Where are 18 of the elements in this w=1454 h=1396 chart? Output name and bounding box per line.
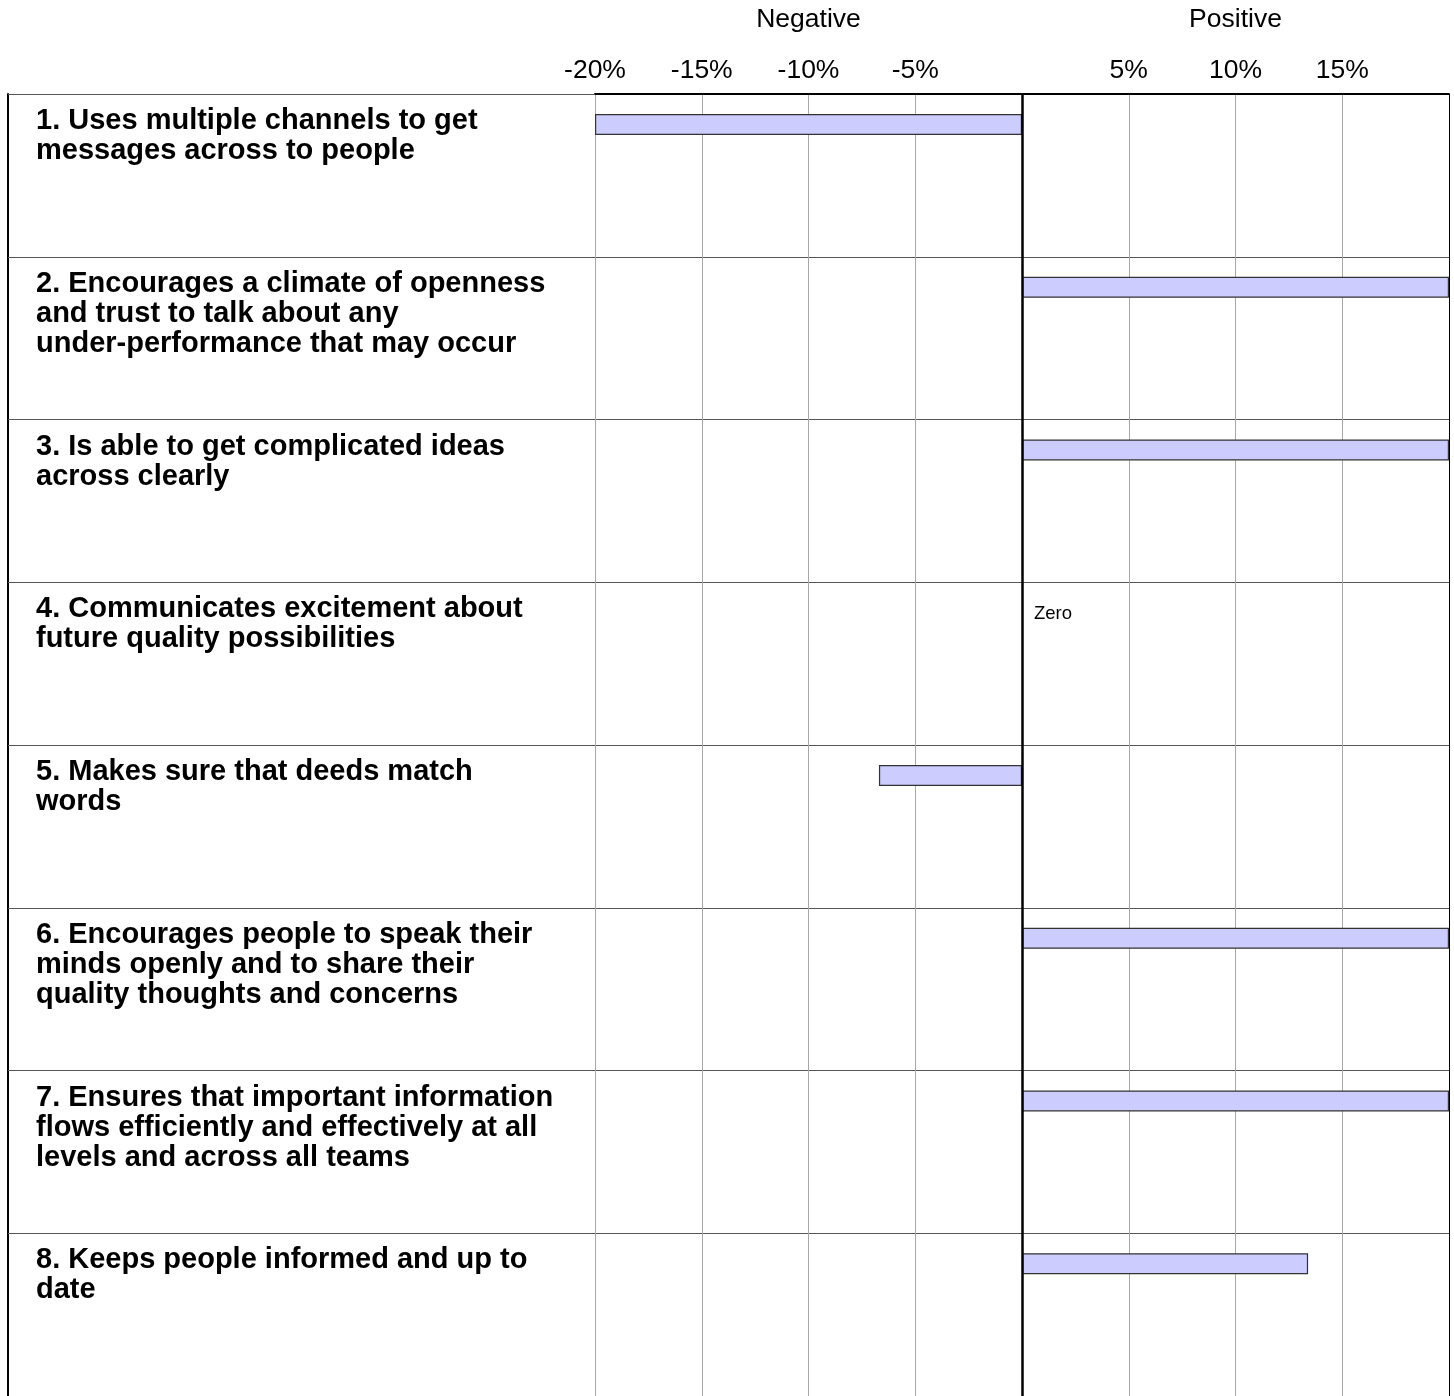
y-tick-label: 7. Ensures that important information flows efficiently and effectively at all levels and across all teams [36, 1079, 562, 1172]
x-tick-label: -20% [564, 53, 626, 84]
x-tick-label: -5% [891, 53, 939, 84]
y-tick-label: 4. Communicates excitement about future quality possibilities [36, 591, 531, 654]
x-tick-label: -15% [670, 53, 733, 84]
text: Positive [1189, 3, 1282, 33]
y-tick-label: 1. Uses multiple channels to get messages across to people [36, 103, 486, 165]
y-tick-label: 2. Encourages a climate of openness and trust to talk about any under-performance that may occur [36, 265, 554, 358]
y-tick-label: 8. Keeps people informed and up to date [36, 1242, 536, 1305]
y-tick-label: 6. Encourages people to speak their minds openly and to share their quality thoughts and concerns [36, 916, 541, 1009]
x-tick-label: 5% [1109, 53, 1148, 84]
x-tick-label: 15% [1315, 53, 1369, 84]
y-tick-label: 3. Is able to get complicated ideas across clearly [36, 428, 514, 491]
text: Negative [756, 3, 861, 33]
data-label: Zero [1034, 602, 1073, 624]
x-tick-label: 10% [1208, 53, 1263, 84]
x-tick-label: -10% [777, 53, 840, 84]
y-tick-label: 5. Makes sure that deeds match words [35, 754, 481, 816]
